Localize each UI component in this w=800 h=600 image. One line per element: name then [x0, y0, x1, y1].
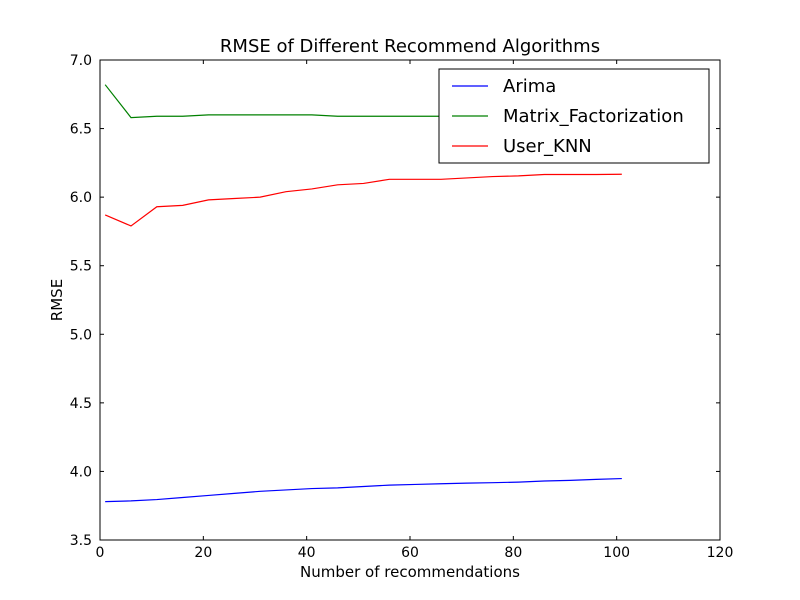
y-tick-label: 4.0	[70, 464, 92, 480]
x-tick-label: 100	[603, 545, 630, 561]
legend: Arima Matrix_Factorization User_KNN	[438, 68, 710, 164]
x-tick-label: 80	[504, 545, 522, 561]
y-tick-label: 5.0	[70, 327, 92, 343]
y-tick-label: 6.5	[70, 122, 92, 138]
plot-frame	[99, 59, 721, 541]
x-tick-label: 40	[298, 545, 316, 561]
y-tick-label: 5.5	[70, 259, 92, 275]
x-tick-label: 60	[401, 545, 419, 561]
x-axis-label: Number of recommendations	[300, 563, 520, 581]
y-axis-label: RMSE	[48, 279, 66, 321]
legend-label-matrix-factorization: Matrix_Factorization	[503, 106, 684, 127]
series-line-user-knn	[104, 173, 622, 227]
y-tick-label: 3.5	[70, 533, 92, 549]
x-tick-label: 120	[707, 545, 734, 561]
ticks-layer: 0 20 40 60 80 100 120 3.5 4.0 4.5 5.0 5.5 6.0 6.5 7.0	[70, 53, 734, 561]
x-tick-label: 20	[194, 545, 212, 561]
chart-title: RMSE of Different Recommend Algorithms	[220, 36, 600, 57]
y-tick-label: 6.0	[70, 190, 92, 206]
y-tick-label: 7.0	[70, 53, 92, 69]
series-line-arima	[105, 477, 622, 503]
legend-label-user-knn: User_KNN	[503, 136, 592, 157]
x-tick-label: 0	[96, 545, 105, 561]
legend-label-arima: Arima	[503, 76, 556, 97]
y-tick-label: 4.5	[70, 396, 92, 412]
